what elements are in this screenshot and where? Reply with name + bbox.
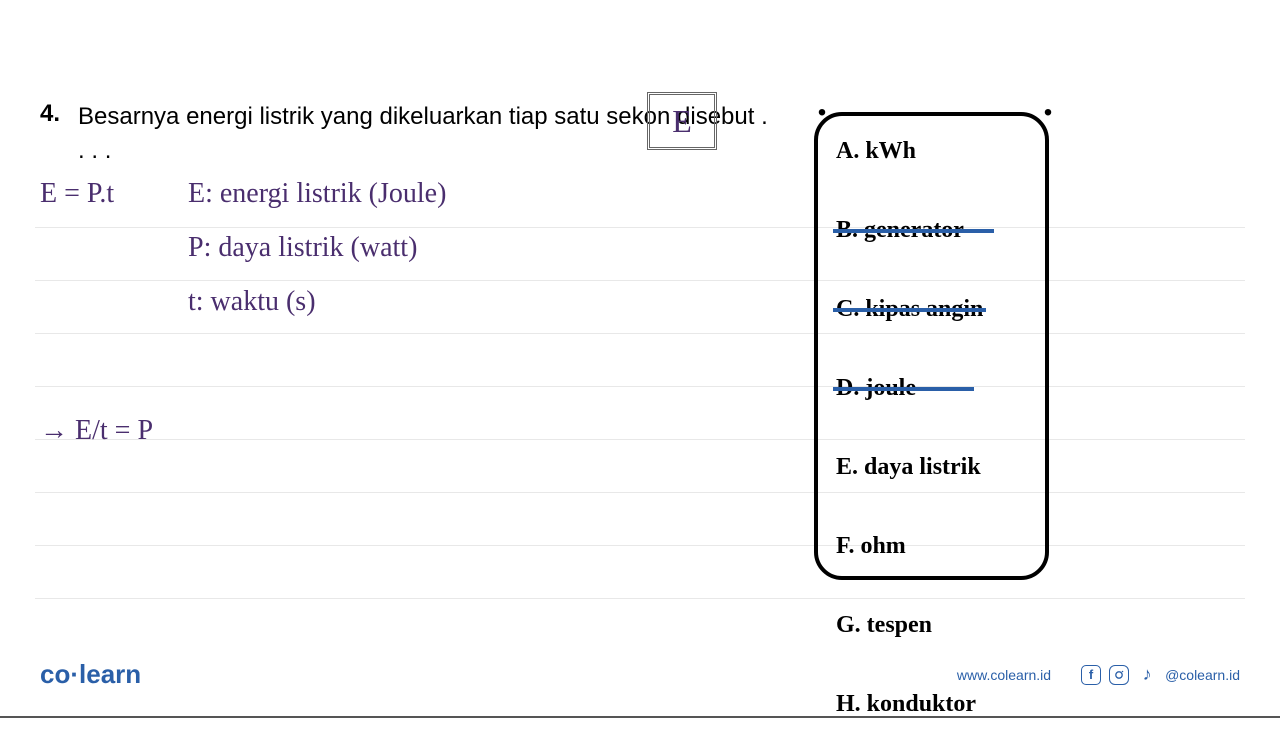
work-area: E = P.t E: energi listrik (Joule) P: day… (40, 178, 780, 447)
options-box: A. kWh B. generator C. kipas angin D. joule… (814, 112, 1049, 580)
question-number: 4. (40, 100, 60, 128)
formula: E = P.t (40, 178, 188, 340)
definitions: E: energi listrik (Joule) P: daya listri… (188, 178, 780, 340)
logo-learn: learn (79, 659, 141, 689)
option-item: G. tespen (836, 612, 932, 639)
footer: co·learn www.colearn.id f ♪ @colearn.id (40, 659, 1240, 690)
social-handle: @colearn.id (1165, 667, 1240, 683)
option-item: C. kipas angin (836, 296, 983, 323)
derivation: → E/t = P (40, 415, 780, 447)
logo-co: co (40, 659, 70, 689)
tiktok-icon: ♪ (1137, 665, 1157, 685)
option-item: H. konduktor (836, 691, 976, 718)
option-item: D. joule (836, 375, 916, 402)
boxed-answer-letter: E (647, 92, 717, 150)
social-links: f ♪ @colearn.id (1081, 665, 1240, 685)
brand-logo: co·learn (40, 659, 141, 690)
bottom-border (0, 716, 1280, 718)
option-item: A. kWh (836, 138, 916, 165)
definition-line: t: waktu (s) (188, 286, 780, 318)
option-item: B. generator (836, 217, 964, 244)
decorative-dot-right: . (1043, 78, 1053, 125)
website-url: www.colearn.id (957, 667, 1051, 683)
facebook-icon: f (1081, 665, 1101, 685)
instagram-icon (1109, 665, 1129, 685)
option-item: E. daya listrik (836, 454, 981, 481)
definition-line: P: daya listrik (watt) (188, 232, 780, 264)
option-item: F. ohm (836, 533, 906, 560)
definition-line: E: energi listrik (Joule) (188, 178, 780, 210)
